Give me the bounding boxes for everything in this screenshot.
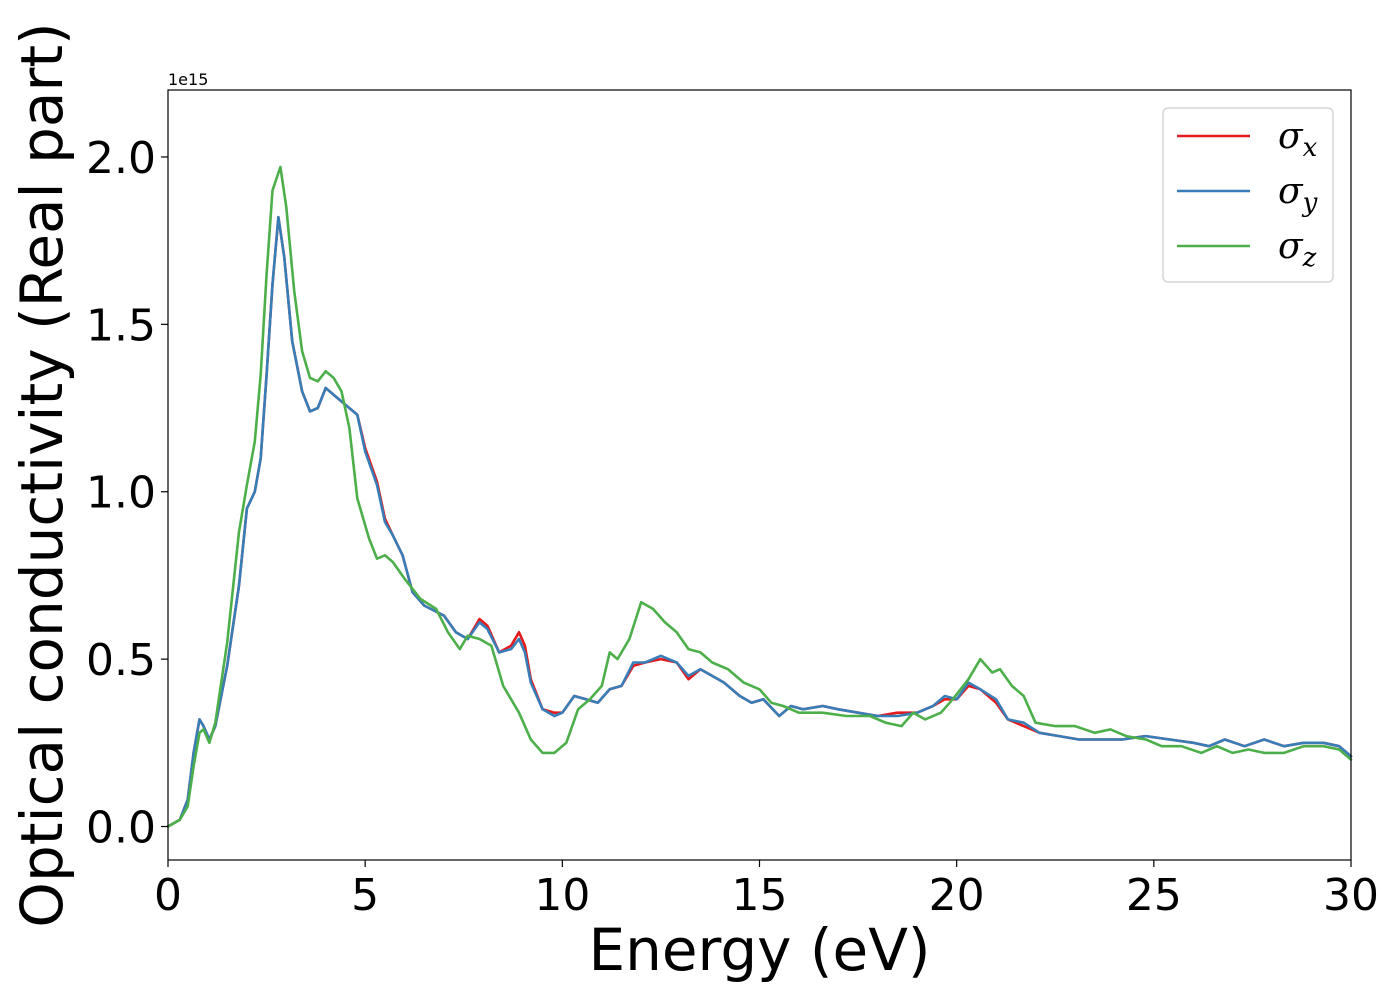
y-axis-title: Optical conductivity (Real part) — [8, 22, 76, 927]
legend-symbol: σ — [1278, 116, 1304, 157]
legend-subscript: y — [1302, 188, 1318, 218]
legend-symbol: σ — [1278, 171, 1304, 212]
y-tick-label: 1.0 — [86, 468, 156, 519]
x-tick-label: 10 — [534, 870, 590, 921]
x-tick-label: 15 — [732, 870, 788, 921]
legend-subscript: x — [1303, 133, 1318, 163]
legend-symbol: σ — [1278, 226, 1304, 267]
series-layer — [166, 165, 1353, 828]
y-tick-label: 0.0 — [86, 803, 156, 854]
y-tick-label: 1.5 — [86, 300, 156, 351]
legend-label-y: σy — [1278, 171, 1318, 218]
x-tick-label: 25 — [1126, 870, 1182, 921]
legend-label-z: σz — [1278, 226, 1317, 273]
legend-box — [1162, 107, 1334, 283]
legend-label-x: σx — [1278, 116, 1318, 163]
x-axis: 0 5 10 15 20 25 30 — [154, 860, 1379, 921]
x-axis-title: Energy (eV) — [588, 916, 930, 984]
x-tick-label: 5 — [351, 870, 379, 921]
y-axis: 0.0 0.5 1.0 1.5 2.0 — [86, 133, 168, 854]
x-tick-label: 0 — [154, 870, 182, 921]
y-offset-label: 1e15 — [168, 70, 208, 89]
series-line-y — [166, 215, 1353, 828]
series-line-z — [166, 165, 1353, 828]
plot-area — [168, 90, 1351, 860]
x-tick-label: 30 — [1323, 870, 1379, 921]
legend-subscript: z — [1302, 243, 1317, 273]
x-tick-label: 20 — [929, 870, 985, 921]
y-tick-label: 0.5 — [86, 635, 156, 686]
y-tick-label: 2.0 — [86, 133, 156, 184]
